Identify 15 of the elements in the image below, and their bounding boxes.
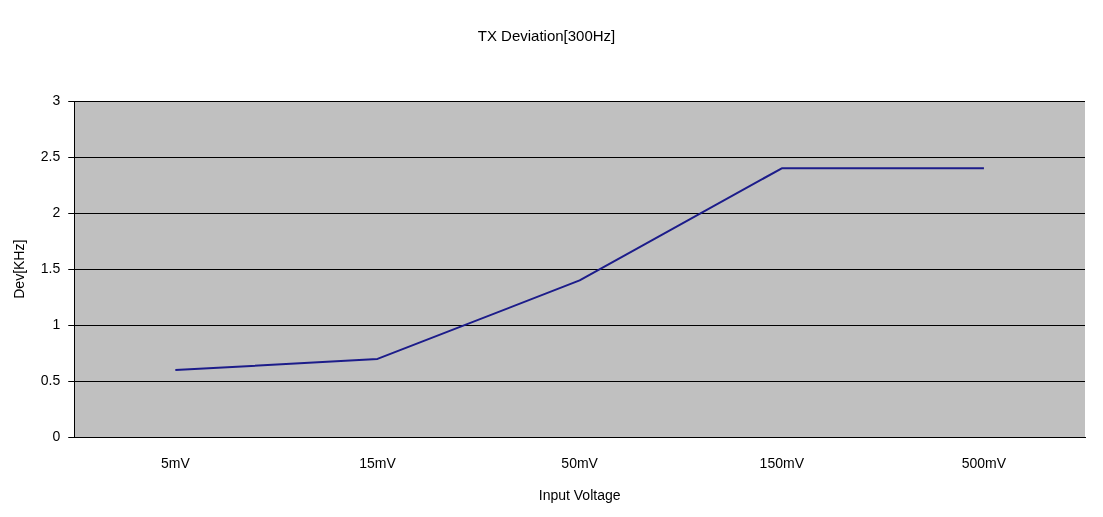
y-tick-label: 2 [52,203,61,220]
x-tick-label: 15mV [359,454,397,471]
y-tick-label: 0.5 [40,372,61,389]
y-tick-label: 1 [52,316,61,333]
x-tick-label: 150mV [759,454,805,471]
y-axis-title: Dev[KHz] [11,239,28,299]
x-tick-label: 50mV [561,454,599,471]
y-tick-label: 1.5 [40,260,61,277]
x-tick-label: 500mV [961,454,1007,471]
y-tick-label: 2.5 [40,147,61,164]
y-tick-label: 0 [52,428,61,445]
y-tick-label: 3 [52,91,61,108]
chart-title: TX Deviation[300Hz] [477,27,616,45]
x-tick-label: 5mV [160,454,191,471]
x-axis-title: Input Voltage [538,487,621,504]
